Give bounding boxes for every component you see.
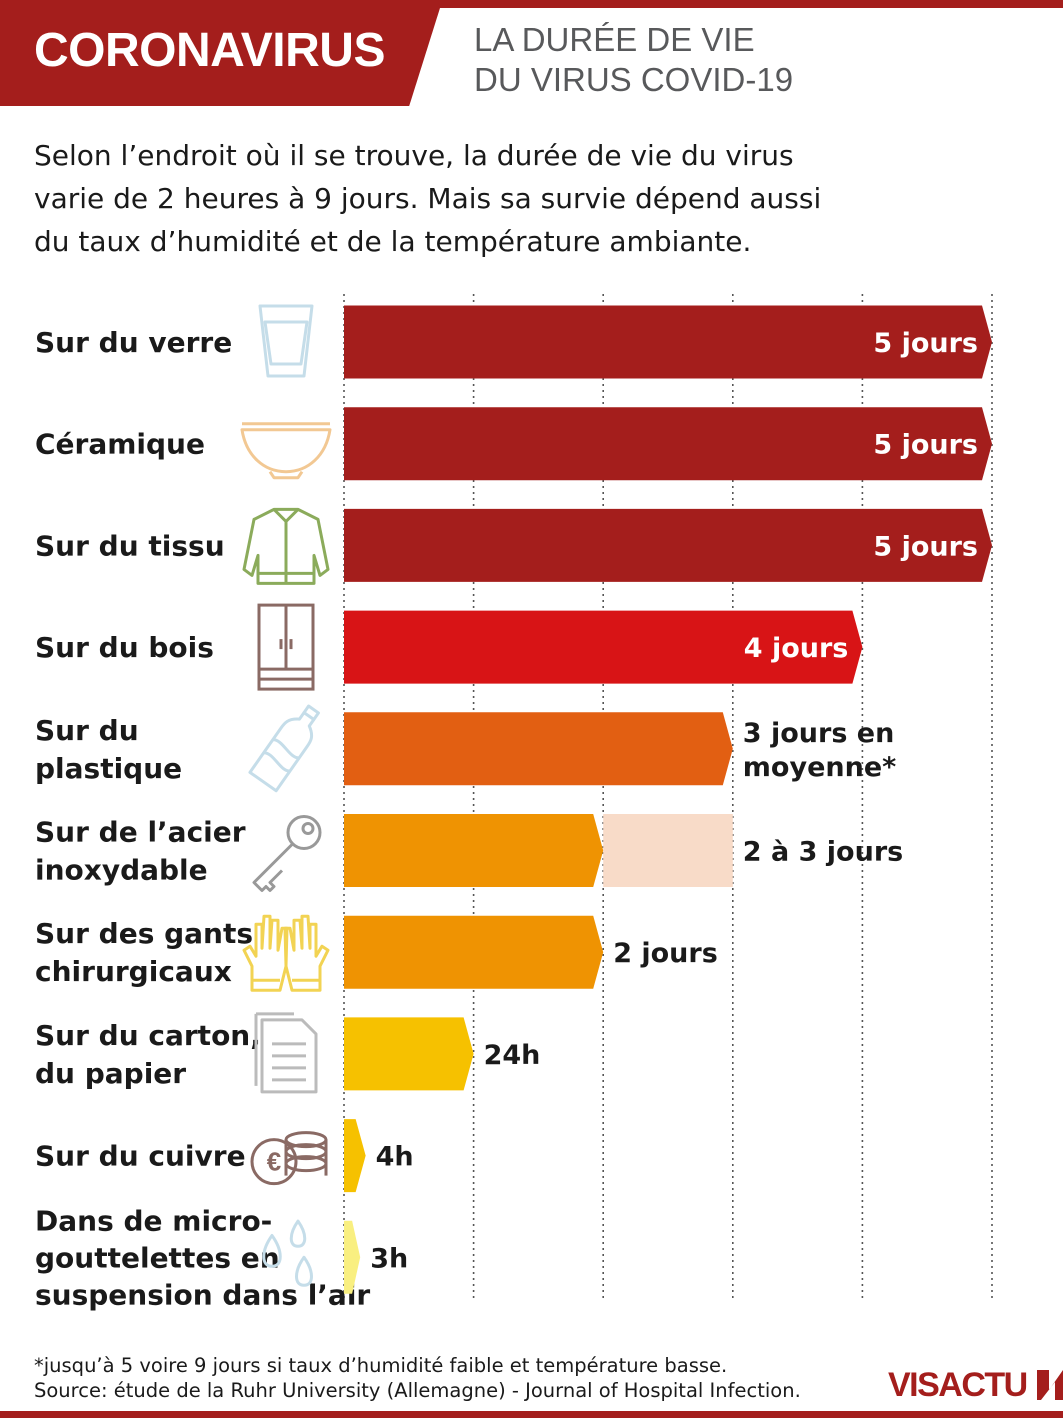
category-label: Sur du bois bbox=[35, 631, 214, 664]
intro-line: du taux d’humidité et de la température … bbox=[34, 225, 752, 258]
bottom-rule bbox=[0, 1411, 1063, 1418]
value-label: 3 jours en moyenne* bbox=[743, 718, 896, 783]
key-icon bbox=[252, 815, 322, 892]
chart-row: Céramique 5 jours bbox=[35, 407, 992, 481]
chart-row: Sur du carton, du papier 24h bbox=[35, 1012, 541, 1094]
category-label-line: Dans de micro- bbox=[35, 1204, 272, 1237]
svg-text:€: € bbox=[267, 1147, 281, 1177]
category-label: Sur du carton, du papier bbox=[35, 1019, 261, 1090]
category-label-line: Sur du verre bbox=[35, 326, 232, 359]
bar bbox=[344, 508, 992, 582]
bar bbox=[344, 712, 733, 786]
category-label-line: Sur du tissu bbox=[35, 529, 225, 562]
intro-line: varie de 2 heures à 9 jours. Mais sa sur… bbox=[34, 182, 822, 215]
category-label-line: du papier bbox=[35, 1057, 186, 1090]
category-label-line: Sur du carton, bbox=[35, 1019, 261, 1052]
banner-title: CORONAVIRUS bbox=[34, 24, 385, 77]
category-label: Sur de l’acier inoxydable bbox=[35, 816, 246, 887]
subtitle-line: DU VIRUS COVID-19 bbox=[474, 61, 794, 98]
paper-icon bbox=[254, 1012, 318, 1094]
chart-row: Sur des gants chirurgicaux 2 jours bbox=[35, 914, 718, 992]
chart-row: Dans de micro-gouttelettes en suspension … bbox=[35, 1204, 408, 1311]
value-label-line: 4h bbox=[376, 1142, 414, 1173]
bar bbox=[344, 407, 992, 481]
category-label-line: plastique bbox=[35, 752, 182, 785]
value-label-line: 24h bbox=[484, 1040, 541, 1071]
value-label: 24h bbox=[484, 1040, 541, 1071]
chart-row: Sur du tissu 5 jours bbox=[35, 507, 992, 585]
bowl-icon bbox=[240, 422, 332, 480]
chart-row: Sur du cuivre €4h bbox=[35, 1119, 414, 1193]
subtitle-line: LA DURÉE DE VIE bbox=[474, 21, 755, 58]
category-label: Céramique bbox=[35, 428, 205, 461]
footnote-source: Source: étude de la Ruhr University (All… bbox=[34, 1379, 801, 1402]
droplets-icon bbox=[262, 1219, 313, 1287]
range-bar bbox=[603, 814, 733, 887]
value-label-line: 2 jours bbox=[613, 938, 718, 969]
bar bbox=[344, 1220, 361, 1294]
category-label-line: Sur du cuivre bbox=[35, 1140, 246, 1173]
glass-icon bbox=[258, 304, 314, 378]
category-label-line: gouttelettes en bbox=[35, 1241, 280, 1274]
category-label-line: Céramique bbox=[35, 428, 205, 461]
category-label-line: chirurgicaux bbox=[35, 955, 232, 988]
intro-text: Selon l’endroit où il se trouve, la duré… bbox=[34, 134, 1034, 263]
footnote-note: *jusqu’à 5 voire 9 jours si taux d’humid… bbox=[34, 1354, 728, 1377]
bar bbox=[344, 1119, 366, 1193]
chart-row: Sur du verre 5 jours bbox=[35, 304, 992, 379]
wardrobe-icon bbox=[257, 603, 315, 691]
category-label: Sur du cuivre bbox=[35, 1140, 246, 1173]
bar bbox=[344, 814, 604, 887]
value-label: 5 jours bbox=[873, 531, 978, 562]
value-label: 4 jours bbox=[744, 633, 849, 664]
category-label: Sur du verre bbox=[35, 326, 232, 359]
bar bbox=[344, 915, 604, 989]
bottle-icon bbox=[248, 704, 320, 793]
visactu-logo: VISACTU bbox=[888, 1366, 1063, 1404]
category-label: Sur des gants chirurgicaux bbox=[35, 917, 253, 988]
coins-icon: € bbox=[250, 1131, 328, 1186]
gloves-icon bbox=[242, 914, 330, 992]
header-banner bbox=[0, 8, 440, 106]
value-label: 3h bbox=[370, 1243, 408, 1274]
visactu-logo-icon bbox=[1036, 1370, 1063, 1400]
value-label: 2 jours bbox=[613, 938, 718, 969]
value-label: 5 jours bbox=[873, 328, 978, 359]
chart-row: Sur du plastique 3 jours en moyenne* bbox=[35, 704, 896, 793]
intro-line: Selon l’endroit où il se trouve, la duré… bbox=[34, 139, 794, 172]
value-label-line: 2 à 3 jours bbox=[743, 837, 903, 868]
value-label-line: moyenne* bbox=[743, 752, 896, 783]
value-label: 5 jours bbox=[873, 430, 978, 461]
value-label-line: 3h bbox=[370, 1243, 408, 1274]
category-label-line: inoxydable bbox=[35, 854, 208, 887]
category-label-line: Sur des gants bbox=[35, 917, 253, 950]
bar bbox=[344, 1017, 474, 1091]
category-label: Sur du tissu bbox=[35, 529, 225, 562]
value-label: 2 à 3 jours bbox=[743, 837, 903, 868]
category-label: Dans de micro-gouttelettes en suspension … bbox=[35, 1204, 370, 1311]
jacket-icon bbox=[242, 507, 330, 585]
chart-row: Sur du bois 4 jours bbox=[35, 603, 863, 691]
category-label-line: suspension dans l’air bbox=[35, 1278, 370, 1311]
value-label-line: 3 jours en bbox=[743, 718, 895, 749]
category-label-line: Sur de l’acier bbox=[35, 816, 246, 849]
bar bbox=[344, 305, 992, 379]
chart-row: Sur de l’acier inoxydable 2 à 3 jours bbox=[35, 814, 903, 892]
value-label: 4h bbox=[376, 1142, 414, 1173]
category-label-line: Sur du bbox=[35, 714, 139, 747]
logo-text: VISACTU bbox=[888, 1366, 1028, 1404]
bar bbox=[344, 610, 863, 684]
category-label: Sur du plastique bbox=[35, 714, 182, 785]
category-label-line: Sur du bois bbox=[35, 631, 214, 664]
footnote: *jusqu’à 5 voire 9 jours si taux d’humid… bbox=[34, 1353, 801, 1403]
top-rule bbox=[0, 0, 1063, 8]
subtitle: LA DURÉE DE VIE DU VIRUS COVID-19 bbox=[474, 20, 793, 100]
